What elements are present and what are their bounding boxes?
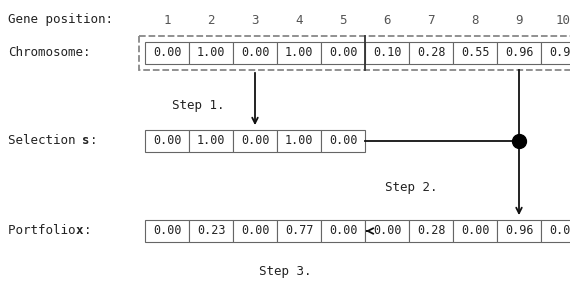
- Bar: [409, 42, 453, 64]
- Bar: [277, 220, 321, 242]
- Text: Step 2.: Step 2.: [385, 182, 438, 194]
- Text: 10: 10: [556, 13, 570, 27]
- Bar: [233, 42, 277, 64]
- Text: 0.28: 0.28: [417, 46, 445, 60]
- Text: Chromosome:: Chromosome:: [8, 46, 91, 60]
- Text: 0.96: 0.96: [505, 46, 534, 60]
- Text: 3: 3: [251, 13, 259, 27]
- Text: 0.00: 0.00: [329, 46, 357, 60]
- Text: 0.00: 0.00: [373, 225, 401, 237]
- Bar: [233, 220, 277, 242]
- Text: 0.00: 0.00: [153, 135, 181, 147]
- Text: 0.00: 0.00: [329, 135, 357, 147]
- Bar: [189, 130, 233, 152]
- Text: 8: 8: [471, 13, 479, 27]
- Text: 1.00: 1.00: [285, 46, 314, 60]
- Text: Gene position:: Gene position:: [8, 13, 113, 27]
- Bar: [189, 220, 233, 242]
- Text: 2: 2: [207, 13, 215, 27]
- Text: Portfolio: Portfolio: [8, 225, 83, 237]
- Text: 1.00: 1.00: [285, 135, 314, 147]
- Bar: [189, 42, 233, 64]
- Bar: [365, 42, 409, 64]
- Bar: [409, 220, 453, 242]
- Bar: [277, 130, 321, 152]
- Text: 0.00: 0.00: [241, 225, 269, 237]
- Text: 0.00: 0.00: [329, 225, 357, 237]
- Bar: [541, 220, 570, 242]
- Text: 0.77: 0.77: [285, 225, 314, 237]
- Text: s: s: [82, 135, 89, 147]
- Text: 0.10: 0.10: [373, 46, 401, 60]
- Bar: [321, 220, 365, 242]
- Bar: [145, 130, 189, 152]
- Text: 0.96: 0.96: [549, 46, 570, 60]
- Text: :: :: [90, 135, 97, 147]
- Text: Step 1.: Step 1.: [172, 98, 225, 112]
- Text: 1: 1: [163, 13, 171, 27]
- Text: 6: 6: [383, 13, 391, 27]
- Text: 0.23: 0.23: [197, 225, 225, 237]
- Bar: [453, 42, 497, 64]
- Bar: [145, 220, 189, 242]
- Text: 4: 4: [295, 13, 303, 27]
- Text: 0.00: 0.00: [153, 225, 181, 237]
- Text: 0.28: 0.28: [417, 225, 445, 237]
- Bar: [277, 42, 321, 64]
- Bar: [497, 220, 541, 242]
- Bar: [541, 42, 570, 64]
- Bar: [139, 36, 570, 70]
- Bar: [497, 42, 541, 64]
- Text: 1.00: 1.00: [197, 135, 225, 147]
- Text: 0.00: 0.00: [241, 46, 269, 60]
- Text: 1.00: 1.00: [197, 46, 225, 60]
- Bar: [321, 130, 365, 152]
- Text: 0.00: 0.00: [549, 225, 570, 237]
- Bar: [233, 130, 277, 152]
- Text: :: :: [84, 225, 92, 237]
- Bar: [321, 42, 365, 64]
- Bar: [365, 220, 409, 242]
- Text: 0.00: 0.00: [241, 135, 269, 147]
- Text: x: x: [76, 225, 83, 237]
- Text: 0.00: 0.00: [153, 46, 181, 60]
- Text: 9: 9: [515, 13, 523, 27]
- Text: 0.55: 0.55: [461, 46, 489, 60]
- Text: Selection: Selection: [8, 135, 83, 147]
- Bar: [453, 220, 497, 242]
- Bar: [145, 42, 189, 64]
- Text: 5: 5: [339, 13, 347, 27]
- Text: 0.00: 0.00: [461, 225, 489, 237]
- Text: Step 3.: Step 3.: [259, 265, 311, 279]
- Text: 0.96: 0.96: [505, 225, 534, 237]
- Text: 7: 7: [428, 13, 435, 27]
